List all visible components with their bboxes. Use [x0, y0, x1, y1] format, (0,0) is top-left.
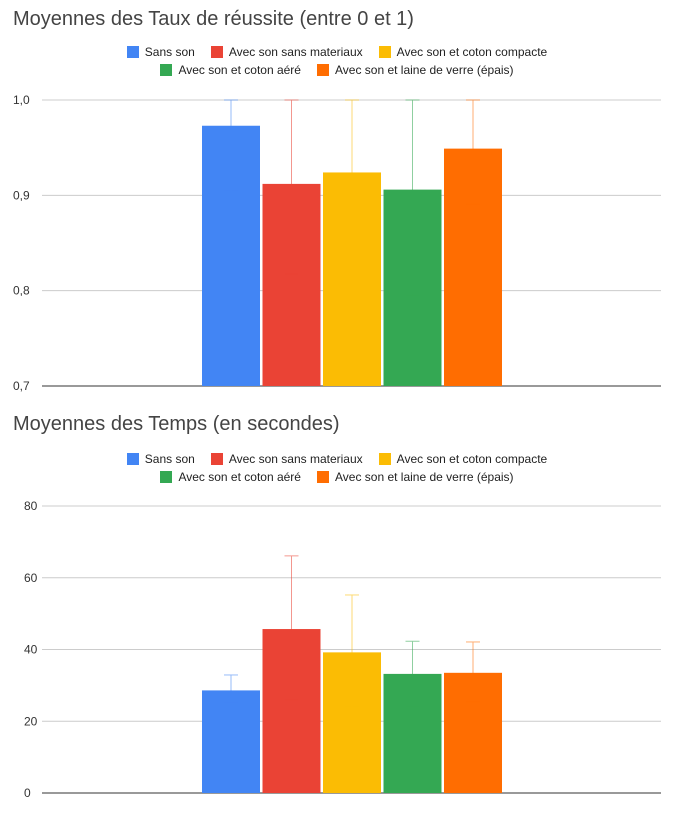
- legend-swatch: [316, 471, 329, 483]
- legend-item[interactable]: Avec son sans materiaux: [210, 452, 363, 466]
- error-bar: [466, 99, 480, 205]
- chart-title: Moyennes des Temps (en secondes): [13, 413, 340, 435]
- legend-swatch: [378, 453, 391, 465]
- error-bar: [466, 641, 480, 703]
- legend-swatch: [316, 64, 329, 76]
- legend-swatch: [378, 46, 391, 58]
- legend-item[interactable]: Avec son et coton compacte: [378, 452, 548, 466]
- error-bar: [345, 99, 359, 251]
- legend-item[interactable]: Avec son et coton aéré: [160, 470, 301, 484]
- legend-swatch: [126, 46, 139, 58]
- error-bar: [224, 99, 238, 192]
- y-tick-label: 0,8: [13, 284, 30, 298]
- plot-area: 0 20 40 60 80: [24, 499, 661, 800]
- legend-swatch: [126, 453, 139, 465]
- chart-legend: Sans son Avec son sans materiaux Avec so…: [0, 43, 674, 79]
- error-bar: [345, 594, 359, 708]
- chart-title: Moyennes des Taux de réussite (entre 0 e…: [13, 8, 414, 30]
- legend-item[interactable]: Avec son et coton aéré: [160, 63, 301, 77]
- legend-item[interactable]: Sans son: [126, 452, 195, 466]
- y-tick-label: 40: [24, 643, 38, 657]
- legend-label: Sans son: [144, 45, 195, 59]
- legend-label: Avec son sans materiaux: [228, 452, 363, 466]
- legend-swatch: [160, 471, 173, 483]
- error-bar: [224, 674, 238, 703]
- error-bar: [284, 555, 299, 701]
- y-tick-label: 60: [24, 571, 38, 585]
- chart-time: Moyennes des Temps (en secondes) Sans so…: [0, 405, 674, 818]
- legend-item[interactable]: Avec son sans materiaux: [210, 45, 363, 59]
- legend-item[interactable]: Avec son et coton compacte: [378, 45, 548, 59]
- legend-label: Avec son et coton aéré: [178, 470, 301, 484]
- legend-swatch: [210, 46, 223, 58]
- plot-area: 0,7 0,8 0,9 1,0: [13, 93, 661, 393]
- y-tick-label: 0: [24, 786, 31, 800]
- y-tick-label: 20: [24, 714, 38, 728]
- legend-item[interactable]: Avec son et laine de verre (épais): [316, 63, 514, 77]
- legend-label: Avec son et coton compacte: [396, 452, 548, 466]
- error-bar: [405, 99, 420, 296]
- y-tick-label: 0,7: [13, 379, 30, 393]
- legend-label: Avec son et laine de verre (épais): [334, 63, 514, 77]
- y-tick-label: 1,0: [13, 93, 30, 107]
- y-tick-label: 0,9: [13, 188, 30, 202]
- chart-success-rate: Moyennes des Taux de réussite (entre 0 e…: [0, 0, 674, 405]
- legend-label: Avec son sans materiaux: [228, 45, 363, 59]
- bar: [202, 690, 260, 793]
- y-tick-label: 80: [24, 499, 38, 513]
- chart-legend: Sans son Avec son sans materiaux Avec so…: [0, 450, 674, 486]
- legend-item[interactable]: Avec son et laine de verre (épais): [316, 470, 514, 484]
- legend-label: Avec son et coton aéré: [178, 63, 301, 77]
- legend-label: Sans son: [144, 452, 195, 466]
- legend-swatch: [210, 453, 223, 465]
- error-bar: [284, 99, 299, 275]
- legend-label: Avec son et coton compacte: [396, 45, 548, 59]
- legend-item[interactable]: Sans son: [126, 45, 195, 59]
- legend-label: Avec son et laine de verre (épais): [334, 470, 514, 484]
- legend-swatch: [160, 64, 173, 76]
- error-bar: [405, 640, 420, 708]
